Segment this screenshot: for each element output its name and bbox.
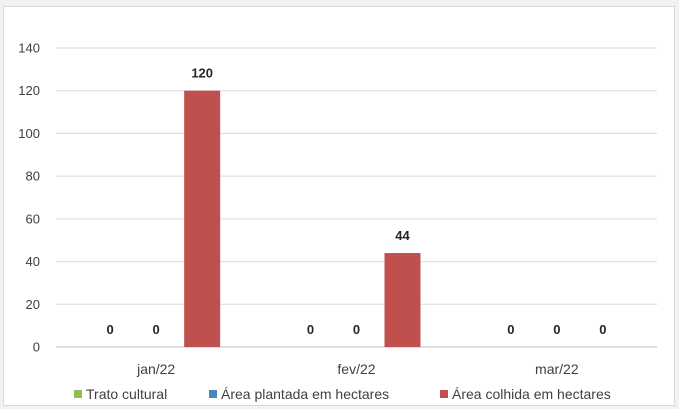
legend-swatch-0 [74, 390, 82, 398]
legend-swatch-1 [209, 390, 217, 398]
y-tick-label-120: 120 [18, 83, 40, 98]
y-tick-label-40: 40 [26, 254, 40, 269]
data-label-0-1: 0 [307, 322, 314, 337]
data-label-2-1: 44 [395, 228, 410, 243]
bar-2-1 [384, 253, 421, 347]
y-tick-label-20: 20 [26, 297, 40, 312]
data-label-1-2: 0 [553, 322, 560, 337]
legend-entry-0: Trato cultural [86, 386, 167, 402]
data-label-0-0: 0 [107, 322, 114, 337]
y-tick-label-80: 80 [26, 169, 40, 184]
y-tick-label-60: 60 [26, 211, 40, 226]
y-tick-label-140: 140 [18, 41, 40, 56]
chart-frame [3, 6, 675, 406]
x-tick-label-2: mar/22 [535, 361, 579, 377]
data-label-0-2: 0 [507, 322, 514, 337]
y-tick-label-100: 100 [18, 126, 40, 141]
legend-entry-1: Área plantada em hectares [221, 386, 389, 402]
data-label-1-1: 0 [353, 322, 360, 337]
data-label-1-0: 0 [153, 322, 160, 337]
legend-entry-2: Área colhida em hectares [452, 386, 611, 402]
bar-2-0 [184, 90, 221, 347]
x-tick-label-0: jan/22 [136, 361, 175, 377]
legend-swatch-2 [440, 390, 448, 398]
data-label-2-2: 0 [599, 322, 606, 337]
x-tick-label-1: fev/22 [337, 361, 375, 377]
data-label-2-0: 120 [191, 66, 213, 81]
y-tick-label-0: 0 [33, 340, 40, 355]
